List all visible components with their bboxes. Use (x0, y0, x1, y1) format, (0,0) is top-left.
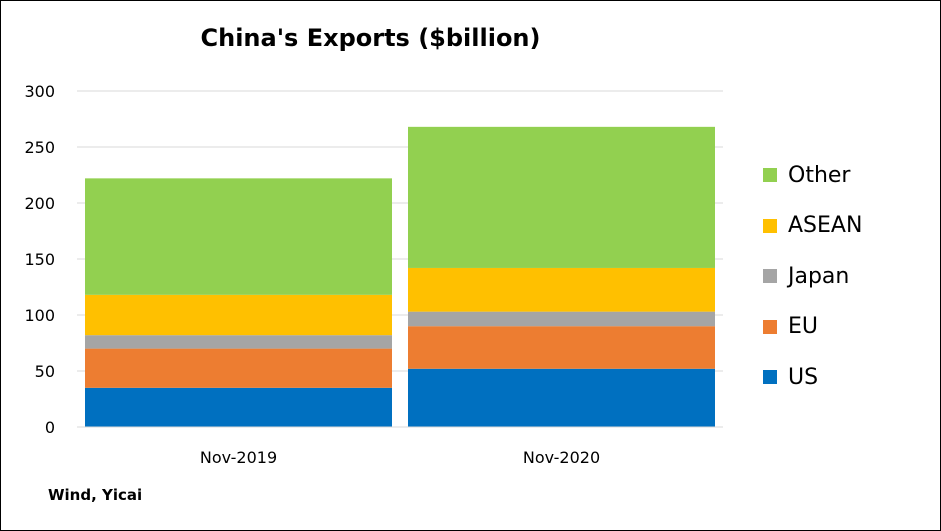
chart-legend: Other ASEAN Japan EU US (763, 150, 862, 403)
bar-segment-asean (408, 267, 715, 312)
source-note: Wind, Yicai (48, 486, 143, 504)
y-tick-label: 250 (24, 138, 55, 157)
y-tick-label: 50 (35, 362, 55, 381)
legend-label: Other (788, 162, 851, 188)
legend-label: US (788, 364, 819, 390)
legend-swatch (763, 218, 777, 233)
bar-segment-asean (85, 294, 392, 336)
legend-swatch (763, 319, 777, 334)
legend-swatch (763, 269, 777, 284)
bar-segment-japan (85, 335, 392, 349)
y-tick-label: 100 (24, 306, 55, 325)
x-tick-label: Nov-2020 (523, 448, 600, 467)
y-tick-label: 0 (45, 418, 55, 437)
legend-item-us: US (763, 352, 862, 403)
bar-segment-other (408, 126, 715, 268)
y-tick-label: 200 (24, 194, 55, 213)
legend-item-asean: ASEAN (763, 201, 862, 252)
y-tick-label: 300 (24, 82, 55, 101)
legend-label: Japan (788, 263, 850, 289)
legend-swatch (763, 370, 777, 385)
bar-segment-other (85, 178, 392, 295)
bar-segment-eu (408, 326, 715, 369)
legend-swatch (763, 168, 777, 183)
bar-segment-us (408, 368, 715, 427)
x-tick-label: Nov-2019 (200, 448, 277, 467)
chart-title: China's Exports ($billion) (200, 24, 541, 52)
bar-segment-eu (85, 348, 392, 388)
legend-label: EU (788, 314, 819, 340)
y-tick-label: 150 (24, 250, 55, 269)
legend-item-japan: Japan (763, 251, 862, 302)
legend-item-eu: EU (763, 302, 862, 353)
legend-item-other: Other (763, 150, 862, 201)
bar-segment-japan (408, 311, 715, 327)
legend-label: ASEAN (788, 213, 863, 239)
bar-segment-us (85, 387, 392, 427)
